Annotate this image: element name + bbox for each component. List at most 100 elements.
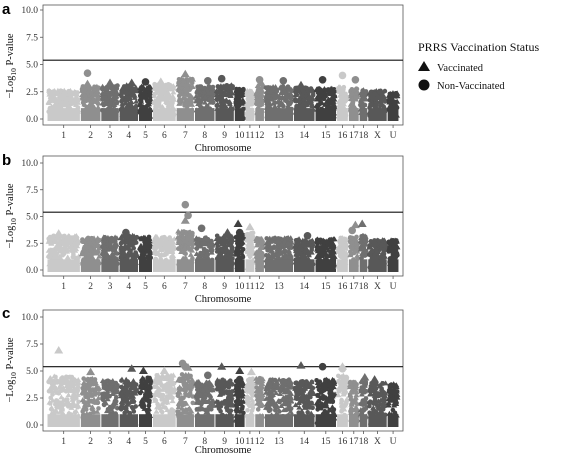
snp-point — [380, 253, 387, 259]
snp-point — [68, 93, 75, 99]
chromosome-band — [315, 259, 337, 272]
snp-point — [388, 237, 395, 243]
snp-point — [54, 404, 61, 410]
snp-point — [266, 401, 273, 407]
snp-point — [282, 401, 288, 406]
snp-point — [152, 379, 159, 385]
snp-point — [178, 405, 185, 411]
snp-point — [95, 239, 100, 245]
snp-point — [102, 84, 109, 90]
chromosome-block-9 — [213, 82, 236, 121]
y-tick-label: 10.0 — [21, 6, 38, 16]
snp-point — [343, 240, 350, 246]
snp-point — [108, 235, 115, 241]
non-vaccinated-snp-mark — [255, 76, 264, 84]
x-ticks-a: 1 2 3 4 5 6 7 8 9 10 11 12 13 14 15 16 17 18 X U — [61, 125, 397, 141]
snp-point — [209, 407, 214, 412]
snp-point — [371, 241, 377, 247]
snp-point — [46, 379, 51, 385]
snp-point — [84, 376, 91, 382]
x-tick-label: 2 — [88, 131, 93, 141]
x-tick-label: 10 — [235, 131, 245, 141]
snp-point — [70, 246, 77, 252]
highlight-layer-b — [54, 200, 367, 240]
snp-point — [198, 406, 204, 411]
snp-point — [108, 385, 113, 391]
snp-point — [112, 93, 119, 99]
snp-point — [249, 248, 256, 254]
snp-point — [323, 239, 329, 245]
snp-point — [169, 238, 176, 244]
chromosome-band — [337, 108, 348, 121]
snp-point — [160, 393, 165, 399]
snp-point — [279, 96, 284, 101]
snp-point — [314, 86, 321, 92]
snp-point — [118, 402, 125, 408]
snp-point — [120, 396, 126, 401]
x-tick-label: 1 — [61, 282, 66, 292]
snp-point — [138, 378, 145, 384]
non-vaccinated-snp-mark — [204, 77, 212, 85]
snp-point — [379, 242, 384, 248]
snp-point — [60, 93, 67, 99]
chromosome-band — [101, 259, 119, 272]
chromosome-block-11 — [243, 87, 256, 121]
snp-point — [268, 396, 274, 401]
snp-point — [159, 104, 166, 110]
snp-point — [48, 247, 55, 253]
snp-point — [73, 95, 80, 101]
snp-point — [132, 390, 139, 396]
x-axis-label-b: Chromosome — [195, 294, 252, 305]
snp-point — [143, 394, 149, 400]
snp-point — [220, 234, 227, 240]
snp-point — [145, 405, 152, 411]
snp-point — [357, 97, 364, 103]
snp-point — [133, 103, 139, 109]
snp-point — [343, 236, 350, 242]
snp-point — [102, 94, 108, 100]
snp-point — [338, 238, 345, 244]
snp-point — [200, 398, 205, 404]
bulk-layer-a — [45, 75, 401, 121]
snp-point — [202, 94, 209, 100]
vaccinated-snp-mark — [357, 219, 367, 227]
y-tick-label: 7.5 — [26, 33, 38, 43]
chromosome-band — [368, 108, 387, 121]
snp-point — [139, 384, 145, 389]
snp-point — [186, 78, 191, 84]
snp-point — [110, 248, 116, 253]
panel-letter-b: b — [2, 152, 11, 169]
snp-point — [63, 240, 70, 246]
snp-point — [281, 85, 287, 91]
snp-point — [388, 253, 395, 259]
snp-point — [160, 245, 167, 251]
snp-point — [236, 235, 243, 241]
snp-point — [75, 404, 80, 410]
snp-point — [112, 402, 117, 407]
chromosome-block-5 — [137, 234, 154, 272]
snp-point — [73, 101, 80, 107]
snp-point — [50, 379, 57, 385]
snp-point — [120, 86, 127, 92]
snp-point — [213, 398, 220, 404]
snp-point — [236, 237, 243, 243]
snp-point — [165, 381, 170, 387]
snp-point — [101, 244, 108, 250]
snp-point — [151, 98, 158, 104]
snp-point — [378, 96, 385, 102]
snp-point — [131, 399, 137, 404]
snp-point — [259, 88, 266, 94]
x-tick-label: X — [374, 282, 381, 292]
snp-point — [281, 235, 288, 241]
snp-point — [286, 400, 293, 406]
snp-point — [209, 85, 216, 91]
snp-point — [125, 400, 132, 406]
non-vaccinated-snp-mark — [338, 71, 347, 80]
snp-point — [219, 238, 226, 244]
snp-point — [67, 87, 74, 93]
snp-point — [53, 249, 60, 255]
snp-point — [325, 96, 332, 102]
snp-point — [215, 253, 222, 259]
snp-point — [317, 101, 323, 107]
snp-point — [249, 397, 256, 403]
